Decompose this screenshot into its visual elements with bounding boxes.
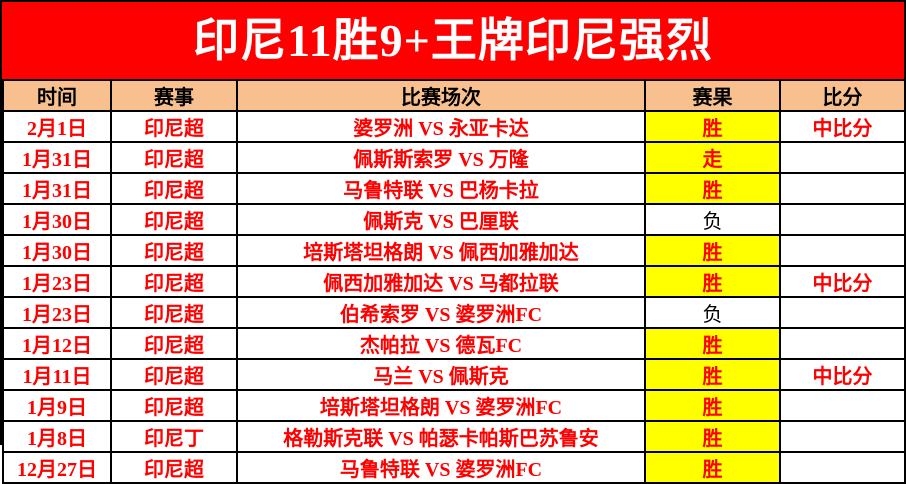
title-banner: 印尼11胜9+王牌印尼强烈 [2, 2, 904, 79]
league-cell: 印尼超 [110, 296, 238, 329]
date-cell: 1月31日 [2, 172, 112, 205]
result-cell: 胜 [644, 265, 781, 298]
result-cell: 胜 [644, 172, 781, 205]
match-results-table: 时间 赛事 比赛场次 赛果 比分 2月1日 印尼超 婆罗洲 VS 永亚卡达胜中比分 1… [2, 79, 906, 484]
match-cell: 马鲁特联 VS 巴杨卡拉 [236, 172, 646, 205]
table-header-row: 时间 赛事 比赛场次 赛果 比分 [2, 79, 906, 112]
table-row: 12月27日 印尼超 马鲁特联 VS 婆罗洲FC 胜 [2, 451, 906, 484]
result-cell: 胜 [644, 420, 781, 453]
match-cell: 培斯塔坦格朗 VS 佩西加雅加达 [236, 234, 646, 267]
match-cell: 佩斯克 VS 巴厘联 [236, 203, 646, 236]
league-cell: 印尼超 [110, 172, 238, 205]
table-row: 2月1日 印尼超 婆罗洲 VS 永亚卡达胜中比分 [2, 110, 906, 143]
match-cell: 佩斯斯索罗 VS 万隆 [236, 141, 646, 174]
col-header-score: 比分 [779, 79, 906, 112]
score-cell: 中比分 [779, 358, 906, 391]
table-row: 1月30日 印尼超 培斯塔坦格朗 VS 佩西加雅加达胜 [2, 234, 906, 267]
score-cell [779, 141, 906, 174]
match-cell: 婆罗洲 VS 永亚卡达 [236, 110, 646, 143]
score-cell [779, 327, 906, 360]
table-row: 1月23日 印尼超 佩西加雅加达 VS 马都拉联胜中比分 [2, 265, 906, 298]
result-cell: 胜 [644, 327, 781, 360]
date-cell: 1月30日 [2, 234, 112, 267]
league-cell: 印尼超 [110, 234, 238, 267]
league-cell: 印尼超 [110, 141, 238, 174]
result-cell: 胜 [644, 451, 781, 484]
score-cell: 中比分 [779, 110, 906, 143]
table-row: 1月31日 印尼超 马鲁特联 VS 巴杨卡拉胜 [2, 172, 906, 205]
score-cell [779, 389, 906, 422]
date-cell: 1月8日 [2, 420, 112, 453]
table-row: 1月9日 印尼超 培斯塔坦格朗 VS 婆罗洲FC 胜 [2, 389, 906, 422]
league-cell: 印尼超 [110, 265, 238, 298]
date-cell: 1月30日 [2, 203, 112, 236]
league-cell: 印尼超 [110, 110, 238, 143]
match-cell: 培斯塔坦格朗 VS 婆罗洲FC [236, 389, 646, 422]
result-cell: 胜 [644, 234, 781, 267]
league-cell: 印尼超 [110, 203, 238, 236]
date-cell: 1月23日 [2, 296, 112, 329]
date-cell: 1月11日 [2, 358, 112, 391]
result-cell: 负 [644, 296, 781, 329]
date-cell: 1月31日 [2, 141, 112, 174]
league-cell: 印尼丁 [110, 420, 238, 453]
league-cell: 印尼超 [110, 358, 238, 391]
date-cell: 1月9日 [2, 389, 112, 422]
table-body: 2月1日 印尼超 婆罗洲 VS 永亚卡达胜中比分 1月31日 印尼超 佩斯斯索罗 VS 万… [2, 110, 906, 484]
date-cell: 1月23日 [2, 265, 112, 298]
score-cell [779, 420, 906, 453]
table-row: 1月31日 印尼超 佩斯斯索罗 VS 万隆走 [2, 141, 906, 174]
page-title: 印尼11胜9+王牌印尼强烈 [193, 14, 713, 66]
result-cell: 走 [644, 141, 781, 174]
date-cell: 12月27日 [2, 451, 112, 484]
match-cell: 格勒斯克联 VS 帕瑟卡帕斯巴苏鲁安 [236, 420, 646, 453]
match-cell: 马鲁特联 VS 婆罗洲FC [236, 451, 646, 484]
result-cell: 胜 [644, 110, 781, 143]
col-header-result: 赛果 [644, 79, 781, 112]
col-header-match: 比赛场次 [236, 79, 646, 112]
result-cell: 负 [644, 203, 781, 236]
match-cell: 伯希索罗 VS 婆罗洲FC [236, 296, 646, 329]
score-cell: 中比分 [779, 265, 906, 298]
score-cell [779, 172, 906, 205]
league-cell: 印尼超 [110, 327, 238, 360]
match-cell: 马兰 VS 佩斯克 [236, 358, 646, 391]
table-row: 1月12日 印尼超 杰帕拉 VS 德瓦FC 胜 [2, 327, 906, 360]
match-cell: 佩西加雅加达 VS 马都拉联 [236, 265, 646, 298]
table-row: 1月30日 印尼超 佩斯克 VS 巴厘联负 [2, 203, 906, 236]
table-row: 1月11日 印尼超 马兰 VS 佩斯克胜中比分 [2, 358, 906, 391]
table-row: 1月8日 印尼丁 格勒斯克联 VS 帕瑟卡帕斯巴苏鲁安胜 [2, 420, 906, 453]
score-cell [779, 203, 906, 236]
date-cell: 1月12日 [2, 327, 112, 360]
match-cell: 杰帕拉 VS 德瓦FC [236, 327, 646, 360]
score-cell [779, 451, 906, 484]
score-cell [779, 234, 906, 267]
col-header-league: 赛事 [110, 79, 238, 112]
date-cell: 2月1日 [2, 110, 112, 143]
col-header-time: 时间 [2, 79, 112, 112]
score-cell [779, 296, 906, 329]
result-cell: 胜 [644, 358, 781, 391]
league-cell: 印尼超 [110, 389, 238, 422]
table-row: 1月23日 印尼超 伯希索罗 VS 婆罗洲FC 负 [2, 296, 906, 329]
result-cell: 胜 [644, 389, 781, 422]
league-cell: 印尼超 [110, 451, 238, 484]
